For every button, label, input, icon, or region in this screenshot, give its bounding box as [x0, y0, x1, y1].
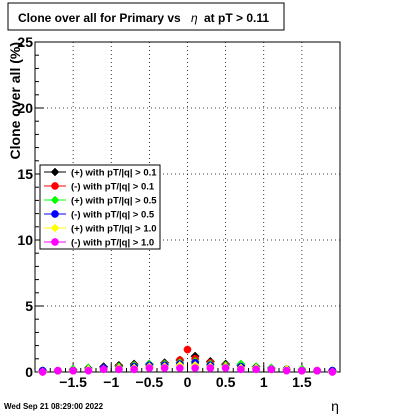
legend-entry: (+) with pT/|q| > 1.0	[71, 224, 157, 235]
legend-entry: (+) with pT/|q| > 0.1	[71, 168, 157, 179]
legend-marker	[51, 210, 59, 218]
x-tick-label: 0	[184, 374, 192, 390]
data-point-series-5	[38, 368, 47, 376]
data-point-series-5	[145, 364, 154, 372]
y-tick-label: 0	[25, 364, 33, 380]
data-point-series-5	[221, 364, 230, 372]
legend-entry: (+) with pT/|q| > 0.5	[71, 196, 157, 207]
data-point-series-5	[191, 364, 199, 372]
data-point-series-5	[267, 365, 276, 374]
data-point-series-5	[115, 365, 123, 374]
data-point-series-5	[176, 364, 184, 372]
y-tick-label: 15	[17, 166, 33, 182]
legend-marker	[50, 223, 60, 233]
title-part-eta: η	[191, 11, 198, 25]
x-tick-label: −0.5	[136, 374, 164, 390]
data-point-series-5	[252, 365, 260, 374]
x-tick-label: 0.5	[216, 374, 236, 390]
data-point-series-1	[183, 345, 192, 354]
data-point-series-5	[298, 366, 306, 375]
title-frame	[7, 2, 285, 31]
y-tick-labels: 0 5 10 15 20 25	[17, 34, 33, 380]
data-point-series-5	[313, 366, 321, 375]
data-point-series-5	[282, 366, 291, 375]
data-point-series-5	[84, 366, 93, 375]
legend-marker	[51, 238, 59, 246]
data-point-series-5	[237, 365, 245, 374]
x-tick-label: 1	[260, 374, 268, 390]
grid-lines	[35, 42, 340, 372]
data-point-series-5	[160, 364, 169, 372]
title-part-2: at pT > 0.11	[204, 11, 269, 25]
legend-entry: (-) with pT/|q| > 0.1	[71, 182, 155, 193]
x-tick-label: 1.5	[292, 374, 312, 390]
legend: (+) with pT/|q| > 0.1 (-) with pT/|q| > 0…	[39, 164, 161, 250]
data-point-series-5	[99, 365, 108, 374]
footer-timestamp: Wed Sep 21 08:29:00 2022	[4, 402, 104, 411]
data-points	[38, 345, 337, 377]
title-part-1: Clone over all for Primary vs	[18, 11, 181, 25]
data-point-series-5	[206, 364, 215, 372]
data-point-series-5	[69, 366, 77, 375]
legend-entry: (-) with pT/|q| > 1.0	[71, 238, 154, 249]
legend-marker	[50, 167, 60, 177]
data-point-series-5	[130, 365, 138, 374]
x-tick-label: −1.5	[59, 374, 87, 390]
legend-marker	[51, 182, 59, 190]
y-tick-label: 20	[17, 100, 33, 116]
legend-marker	[50, 195, 60, 205]
legend-frame	[39, 164, 161, 250]
x-tick-labels: −1.5 −1 −0.5 0 0.5 1 1.5	[59, 374, 312, 390]
data-point-series-5	[328, 368, 337, 376]
x-tick-label: −1	[103, 374, 119, 390]
y-axis-title: Clone over all (%)	[7, 42, 23, 159]
y-tick-label: 5	[25, 298, 33, 314]
y-tick-label: 10	[17, 232, 33, 248]
legend-entry: (-) with pT/|q| > 0.5	[71, 210, 155, 221]
y-tick-label: 25	[17, 34, 33, 50]
x-axis-title: η	[331, 398, 339, 414]
data-point-series-5	[54, 366, 62, 375]
title-box: Clone over all for Primary vs η at pT > …	[7, 2, 285, 31]
